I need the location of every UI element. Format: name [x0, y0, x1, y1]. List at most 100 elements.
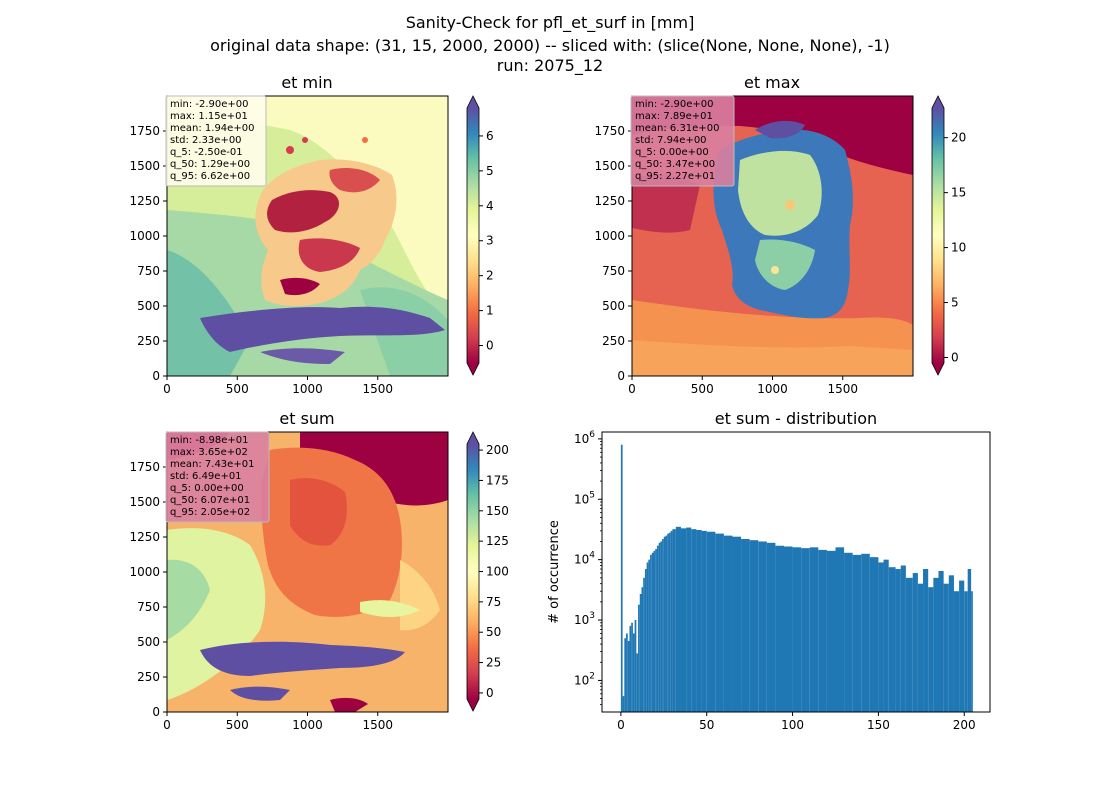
stats-box-et-sum: min: -8.98e+01 max: 3.65e+02 mean: 7.43e…: [165, 431, 270, 523]
x-tick-label: 500: [226, 718, 249, 732]
histogram-bar: [696, 529, 702, 712]
y-tick-label: 1500: [129, 159, 160, 173]
colorbar-tick-label: 75: [486, 595, 501, 609]
histogram-bar: [912, 573, 918, 712]
panel-title-et-max: et max: [744, 73, 800, 92]
y-tick-label: 1250: [594, 194, 625, 208]
histogram-bar: [624, 638, 627, 712]
y-tick-label: 1750: [129, 124, 160, 138]
y-tick-label: 1250: [129, 530, 160, 544]
histogram-bar: [732, 536, 742, 712]
y-tick-label: 0: [152, 369, 160, 383]
x-tick-label: 150: [867, 718, 890, 732]
histogram-bar: [670, 530, 673, 712]
histogram-bar: [665, 535, 668, 712]
y-tick-label: 1750: [594, 124, 625, 138]
y-tick-label: 0: [617, 369, 625, 383]
stat-q50: q_50: 3.47e+00: [635, 159, 715, 170]
colorbar-tick-label: 150: [486, 504, 509, 518]
y-tick-label: 106: [574, 430, 595, 446]
x-tick-label: 0: [628, 382, 636, 396]
stat-std: std: 6.49e+01: [170, 471, 242, 482]
histogram-bar: [964, 591, 968, 712]
histogram-bar: [723, 535, 733, 712]
panel-title-distribution: et sum - distribution: [715, 409, 877, 428]
histogram-bar: [953, 591, 960, 712]
axis-ticks-distribution: 0 50 100 150 200 102 103 104 105 106: [574, 430, 976, 732]
x-tick-label: 100: [781, 718, 804, 732]
colorbar-tick-label: 0: [486, 339, 494, 353]
histogram-bar: [632, 633, 635, 712]
histogram-bar: [667, 533, 669, 712]
histogram-bar: [627, 640, 630, 712]
colorbar-tick-label: 100: [486, 565, 509, 579]
histogram-bar: [895, 569, 901, 712]
histogram-bar: [650, 554, 652, 712]
stat-min: min: -8.98e+01: [170, 435, 249, 446]
histogram-bar: [680, 528, 687, 712]
colorbar-tick-label: 1: [486, 304, 494, 318]
histogram-bar: [701, 530, 707, 712]
colorbar-tick-label: 0: [486, 686, 494, 700]
stat-q95: q_95: 2.27e+01: [635, 171, 715, 182]
histogram-bar: [905, 577, 913, 712]
stat-std: std: 2.33e+00: [170, 135, 242, 146]
panel-et-sum-distribution: 0 50 100 150 200 102 103 104 105 106 et sum - dis…: [547, 409, 991, 732]
axis-ticks-et-sum: 0 500 1000 1500 0 250 500 750 1000 1250 1500 1750: [129, 460, 393, 732]
stat-mean: mean: 1.94e+00: [170, 123, 254, 134]
y-tick-label: 750: [137, 600, 160, 614]
histogram-bar: [792, 547, 802, 712]
stat-q5: q_5: -2.50e-01: [170, 147, 243, 158]
stat-q50: q_50: 1.29e+00: [170, 159, 250, 170]
histogram-bar: [644, 569, 647, 712]
heatmap-et-sum: [167, 432, 448, 712]
histogram-bar: [959, 580, 965, 712]
stat-q50: q_50: 6.07e+01: [170, 495, 250, 506]
histogram-bar: [766, 542, 776, 712]
histogram-bar: [878, 562, 884, 712]
y-tick-label: 0: [152, 705, 160, 719]
stat-mean: mean: 7.43e+01: [170, 459, 254, 470]
figure-subtitle-shape: original data shape: (31, 15, 2000, 2000…: [210, 36, 890, 55]
histogram-bar: [749, 540, 759, 712]
histogram-bar: [967, 569, 972, 712]
colorbar-tick-label: 50: [486, 625, 501, 639]
histogram-bar: [662, 538, 664, 712]
stat-min: min: -2.90e+00: [170, 99, 249, 110]
stat-max: max: 3.65e+02: [170, 447, 248, 458]
y-tick-label: 250: [602, 334, 625, 348]
histogram-bar: [928, 587, 934, 712]
colorbar-tick-label: 25: [486, 656, 501, 670]
colorbar-tick-label: 5: [486, 164, 494, 178]
stat-q95: q_95: 2.05e+02: [170, 507, 250, 518]
histogram-bar: [943, 583, 949, 712]
histogram-bar: [801, 548, 810, 712]
colorbar-ticks-et-max: 0 5 10 15 20: [944, 131, 966, 365]
histogram-bar: [660, 541, 663, 712]
histogram-bar: [888, 567, 896, 712]
y-tick-label: 750: [602, 264, 625, 278]
x-tick-label: 1000: [292, 382, 323, 396]
colorbar-et-max: 0 5 10 15 20: [931, 95, 966, 376]
stats-box-et-max: min: -2.90e+00 max: 7.89e+01 mean: 6.31e…: [630, 95, 735, 187]
x-tick-label: 500: [226, 382, 249, 396]
y-tick-label: 1250: [129, 194, 160, 208]
y-tick-label: 1000: [594, 229, 625, 243]
stat-q5: q_5: 0.00e+00: [635, 147, 709, 158]
histogram-bar: [663, 536, 666, 712]
x-tick-label: 1000: [757, 382, 788, 396]
histogram-bar: [634, 620, 637, 712]
stat-min: min: -2.90e+00: [635, 99, 714, 110]
histogram-bar: [658, 542, 661, 712]
histogram-bar: [631, 622, 633, 712]
y-tick-label: 105: [574, 490, 595, 506]
histogram-bar: [691, 529, 697, 712]
colorbar-et-min: 0 1 2 3 4 5 6: [466, 95, 494, 376]
colorbar-tick-label: 125: [486, 534, 509, 548]
stats-box-et-min: min: -2.90e+00 max: 1.15e+01 mean: 1.94e…: [165, 95, 267, 187]
histogram-bar: [948, 575, 954, 712]
axes-frame-distribution: [601, 431, 991, 713]
stat-q95: q_95: 6.62e+00: [170, 171, 250, 182]
histogram-bar: [938, 570, 944, 712]
